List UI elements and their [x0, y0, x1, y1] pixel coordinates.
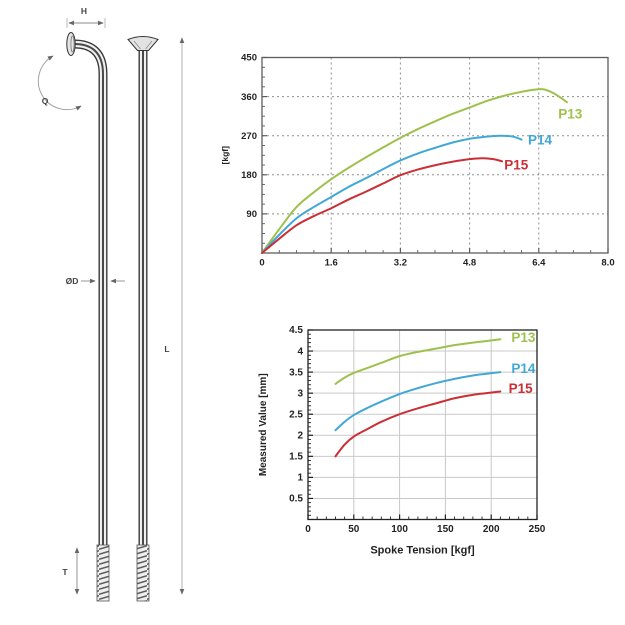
- y-tick-label: 1.5: [289, 452, 303, 463]
- plot-area: 0 50 100 150 200 250 0.5 1 1.5 2 2.5 3 3.5 4 4.5 Measur…: [258, 325, 546, 556]
- y-tick-label: 3.5: [289, 367, 303, 378]
- y-tick-label: 2.5: [289, 409, 303, 420]
- right-spoke-straight: [127, 36, 159, 602]
- series-label-P15: P15: [509, 381, 534, 396]
- x-tick-label: 3.2: [394, 258, 407, 269]
- left-spoke-jbend: [66, 32, 110, 602]
- series-label-P14: P14: [511, 361, 536, 376]
- x-tick-label: 0: [259, 258, 264, 269]
- y-tick-label: 4: [297, 346, 303, 357]
- left-spoke-head: [66, 32, 76, 56]
- spoke-diagram: H Q: [37, 6, 185, 602]
- series-curve-P14: [261, 134, 523, 254]
- measured-value-chart: 0 50 100 150 200 250 0.5 1 1.5 2 2.5 3 3.5 4 4.5 Measur…: [258, 325, 546, 556]
- x-tick-label: 0: [305, 524, 311, 535]
- series-curve-P15: [334, 390, 502, 458]
- x-tick-label: 4.8: [463, 258, 476, 269]
- x-tick-label: 8.0: [601, 258, 614, 269]
- x-tick-label: 250: [529, 524, 546, 535]
- y-axis-title: Measured Value [mm]: [258, 373, 269, 476]
- series-curve-P13: [334, 338, 502, 385]
- x-tick-label: 150: [437, 524, 454, 535]
- x-tick-label: 100: [391, 524, 408, 535]
- series-curve-P15: [261, 157, 504, 254]
- x-tick-label: 200: [483, 524, 500, 535]
- x-tick-label: 6.4: [532, 258, 546, 269]
- y-tick-label: 1: [297, 473, 303, 484]
- dimension-Q-label: Q: [42, 96, 49, 106]
- dimension-H: H: [66, 6, 106, 28]
- dimension-L: L: [164, 37, 185, 595]
- right-spoke-threads: [136, 544, 150, 602]
- left-spoke-threads: [96, 544, 110, 602]
- y-tick-label: 4.5: [289, 325, 303, 336]
- dimension-H-label: H: [81, 6, 87, 16]
- dimension-T: T: [62, 547, 80, 595]
- series-label-P13: P13: [558, 106, 583, 121]
- y-tick-label: 180: [241, 170, 257, 181]
- y-tick-label: 0.5: [289, 494, 303, 505]
- y-tick-label: 270: [241, 131, 257, 142]
- y-tick-label: 3: [297, 388, 303, 399]
- series-label-P14: P14: [528, 132, 553, 147]
- series-curve-P14: [334, 371, 502, 432]
- dimension-D: ØD: [66, 276, 125, 286]
- y-tick-label: 450: [241, 53, 257, 64]
- right-spoke-head: [127, 36, 159, 51]
- y-tick-label: 2: [297, 430, 303, 441]
- x-axis-title: Spoke Tension [kgf]: [370, 545, 475, 557]
- y-tick-label: 90: [246, 209, 257, 220]
- plot-frame: [307, 329, 538, 521]
- y-tick-label: 360: [241, 92, 257, 103]
- x-tick-label: 1.6: [325, 258, 338, 269]
- plot-frame: [261, 56, 609, 254]
- dimension-Q: Q: [37, 55, 82, 111]
- series-curve-P13: [261, 88, 568, 254]
- dimension-D-label: ØD: [66, 276, 79, 286]
- dimension-T-label: T: [62, 567, 68, 577]
- y-axis-title: [kgf]: [220, 146, 230, 165]
- plot-area: 0 1.6 3.2 4.8 6.4 8.0 90 180 270 360 450 [kgf] P13 P1…: [220, 53, 615, 269]
- x-tick-label: 50: [348, 524, 360, 535]
- series-label-P15: P15: [504, 158, 529, 173]
- load-elongation-chart: 0 1.6 3.2 4.8 6.4 8.0 90 180 270 360 450 [kgf] P13 P1…: [220, 53, 615, 269]
- series-label-P13: P13: [511, 330, 536, 345]
- dimension-L-label: L: [164, 344, 169, 354]
